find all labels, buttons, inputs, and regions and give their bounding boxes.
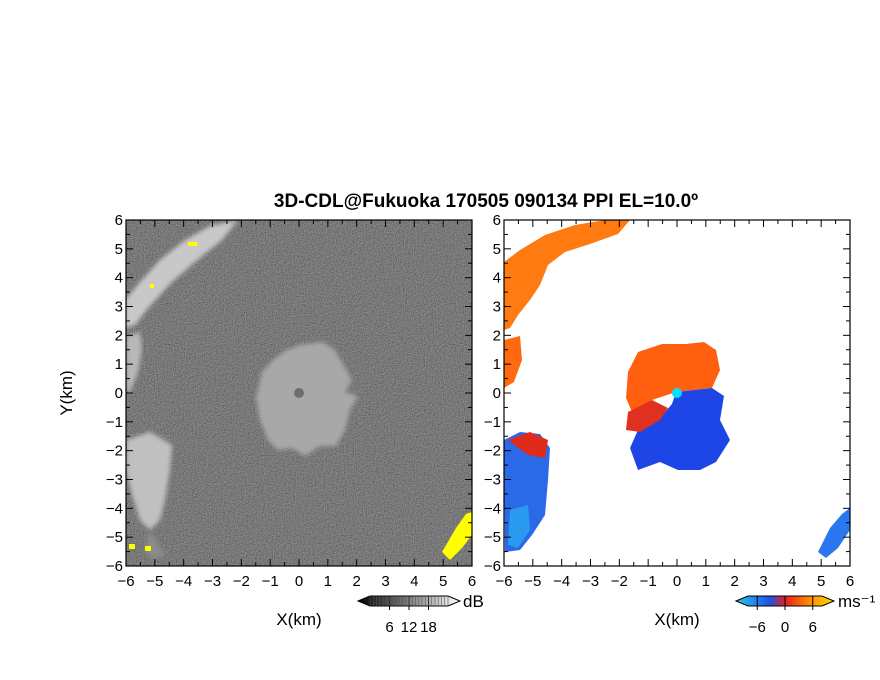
x-tick-label: 0 [295,573,303,590]
x-tick-label: 6 [468,573,476,590]
x-tick-label: 1 [702,573,710,590]
y-tick-label: 0 [493,385,501,402]
colorbar-velocity-ticks: −6 0 6 [749,596,817,636]
tick-labels-right: −6 −5 −4 −3 −2 −1 0 1 2 3 4 5 6 −6 −5 −4 −3 −2 −1 0 1 2 3 4 5 6 [484,212,854,590]
y-tick-label: 1 [115,356,123,373]
colorbar-tick-label: −6 [749,619,766,636]
colorbar-velocity-unit: ms⁻¹ [838,592,876,611]
velocity-west [504,336,522,388]
clutter-spot [188,242,197,246]
colorbar-reflectivity-unit: dB [463,592,484,611]
chart-title: 3D-CDL@Fukuoka 170505 090134 PPI EL=10.0… [274,191,698,212]
velocity-center-receding [626,342,720,412]
y-tick-label: 0 [115,385,123,402]
panel-doppler-velocity: −6 −5 −4 −3 −2 −1 0 1 2 3 4 5 6 −6 −5 −4 −3 −2 −1 0 1 2 3 4 5 6 X… [484,212,876,636]
x-tick-label: −2 [611,573,628,590]
x-tick-label: 3 [759,573,767,590]
y-tick-label: 5 [493,241,501,258]
y-tick-label: −3 [484,472,501,489]
ticks-left [125,219,473,567]
y-tick-label: −4 [106,500,123,517]
velocity-image [504,220,850,558]
tick-labels-left: −6 −5 −4 −3 −2 −1 0 1 2 3 4 5 6 −6 −5 −4 −3 −2 −1 0 1 2 3 4 5 6 [106,212,476,590]
clutter-southeast [442,512,472,560]
y-tick-label: −1 [106,414,123,431]
x-tick-label: −1 [640,573,657,590]
y-tick-label: −2 [106,443,123,460]
x-tick-label: −4 [553,573,570,590]
y-tick-label: −2 [484,443,501,460]
x-tick-label: 4 [410,573,418,590]
x-tick-label: −2 [233,573,250,590]
x-tick-label: 1 [324,573,332,590]
y-tick-label: 5 [115,241,123,258]
x-tick-label: 3 [381,573,389,590]
clutter-spot [150,284,154,288]
colorbar-velocity: −6 0 6 ms⁻¹ [734,592,876,636]
colorbar-tick-label: 12 [401,619,418,636]
ticks-right [503,219,851,567]
x-tick-label: 0 [673,573,681,590]
echo-center [256,342,358,456]
y-tick-label: 4 [493,270,501,287]
x-tick-label: 5 [439,573,447,590]
x-tick-label: −5 [146,573,163,590]
x-tick-label: −1 [262,573,279,590]
y-axis-label: Y(km) [57,370,76,415]
velocity-center-mixed [626,400,668,432]
y-tick-label: 6 [115,212,123,229]
colorbar-reflectivity-ticks: 6 12 18 [369,596,449,636]
y-tick-label: −5 [106,529,123,546]
x-axis-label-left: X(km) [276,610,321,629]
echo-southwest [126,432,172,530]
y-tick-label: −5 [484,529,501,546]
radar-site-left [294,388,304,398]
x-tick-label: 5 [817,573,825,590]
x-tick-label: −6 [117,573,134,590]
x-tick-label: −4 [175,573,192,590]
clutter-spot [129,544,135,549]
y-tick-label: −4 [484,500,501,517]
clutter-spot [145,546,151,551]
x-tick-label: −6 [495,573,512,590]
echo-northwest [126,220,238,328]
colorbar-tick-label: 6 [809,619,817,636]
x-tick-label: 2 [352,573,360,590]
y-tick-label: 3 [493,299,501,316]
colorbar-reflectivity: 6 12 18 dB [356,592,484,636]
radar-site-right [672,388,682,398]
colorbar-tick-label: 0 [781,619,789,636]
x-tick-label: 4 [788,573,796,590]
colorbar-tick-label: 18 [420,619,437,636]
y-tick-label: 4 [115,270,123,287]
y-tick-label: −6 [106,558,123,575]
y-tick-label: 2 [493,327,501,344]
echo-west [126,332,142,392]
velocity-southeast [818,508,850,558]
y-tick-label: 2 [115,327,123,344]
x-tick-label: −3 [582,573,599,590]
velocity-center-approaching [630,388,730,470]
reflectivity-image [126,220,472,566]
y-tick-label: −3 [106,472,123,489]
x-tick-label: 2 [730,573,738,590]
y-tick-label: 1 [493,356,501,373]
y-tick-label: 6 [493,212,501,229]
x-tick-label: −3 [204,573,221,590]
colorbar-tick-label: 6 [385,619,393,636]
y-tick-label: 3 [115,299,123,316]
echo-southwest-tail [145,530,165,560]
velocity-southwest-receding [508,432,548,458]
x-axis-label-right: X(km) [654,610,699,629]
y-tick-label: −1 [484,414,501,431]
y-tick-label: −6 [484,558,501,575]
x-tick-label: −5 [524,573,541,590]
x-tick-label: 6 [846,573,854,590]
velocity-southwest-tip [508,505,530,548]
velocity-northwest-receding [504,220,630,330]
